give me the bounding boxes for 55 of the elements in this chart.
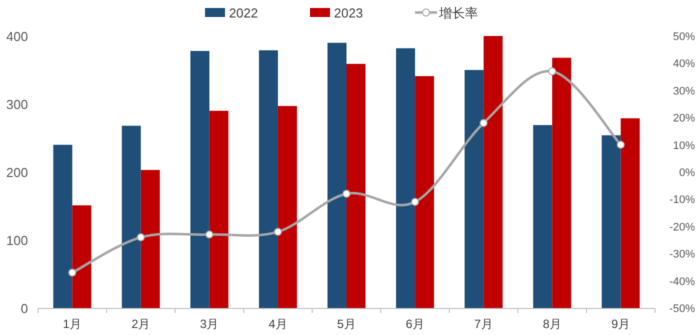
- point: [274, 228, 282, 236]
- point: [548, 67, 556, 76]
- x-tick-label: 2月: [131, 317, 150, 331]
- y2-tick-label: -10%: [669, 194, 696, 206]
- y-tick-label: 200: [6, 165, 28, 180]
- bar: [140, 170, 160, 308]
- bar: [209, 110, 228, 308]
- point: [68, 268, 76, 277]
- bar: [122, 126, 141, 308]
- x-tick-label: 8月: [542, 317, 562, 331]
- y-tick-label: 0: [20, 301, 28, 316]
- bar: [533, 125, 552, 308]
- x-tick-label: 4月: [268, 317, 288, 331]
- bar: [620, 118, 640, 308]
- y2-tick-label: 40%: [672, 58, 696, 70]
- y2-tick-label: -30%: [669, 248, 696, 261]
- bar: [464, 70, 484, 308]
- bar: [190, 50, 210, 308]
- point: [411, 198, 420, 206]
- bar: [328, 42, 346, 308]
- legend-label: 增长率: [438, 6, 478, 20]
- y-tick-label: 400: [6, 29, 28, 44]
- point: [480, 119, 488, 128]
- bar: [396, 48, 416, 308]
- y2-tick-label: -20%: [669, 221, 696, 234]
- bar: [602, 135, 621, 308]
- bar: [258, 50, 278, 308]
- x-tick-label: 9月: [611, 317, 630, 331]
- x-tick-label: 5月: [337, 317, 356, 331]
- x-tick-label: 6月: [406, 317, 424, 331]
- y-tick-label: 100: [6, 233, 28, 248]
- bar: [552, 58, 572, 308]
- legend-label: 2022: [229, 6, 258, 20]
- point: [136, 233, 145, 242]
- y2-tick-label: 50%: [672, 31, 696, 43]
- bar: [415, 76, 434, 308]
- y2-tick-label: 20%: [672, 112, 696, 125]
- bar: [484, 36, 503, 308]
- bar: [53, 144, 72, 308]
- x-tick-label: 3月: [200, 317, 219, 331]
- point: [616, 140, 625, 149]
- x-tick-label: 1月: [62, 317, 82, 331]
- y2-tick-label: 30%: [672, 85, 696, 98]
- y2-tick-label: -40%: [669, 276, 696, 288]
- legend-label: 2023: [334, 6, 363, 20]
- y2-tick-label: -50%: [669, 303, 696, 315]
- y2-tick-label: 0%: [679, 167, 696, 179]
- x-tick-label: 7月: [474, 317, 493, 331]
- point: [205, 230, 214, 239]
- y-tick-label: 300: [6, 97, 28, 112]
- bar: [346, 64, 366, 308]
- bar: [72, 205, 92, 308]
- point: [342, 190, 350, 198]
- y2-tick-label: 10%: [672, 140, 696, 152]
- bar: [278, 106, 297, 308]
